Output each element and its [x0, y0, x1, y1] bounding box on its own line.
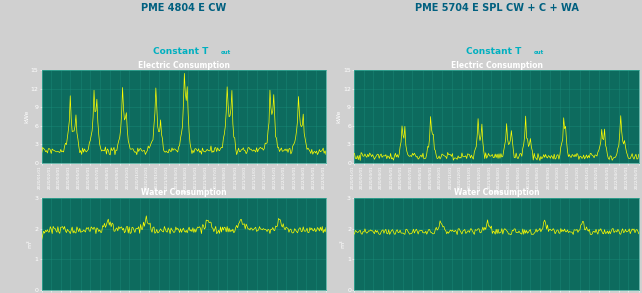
X-axis label: Time: Time: [489, 190, 505, 195]
Y-axis label: kWe: kWe: [337, 110, 342, 123]
X-axis label: Time: Time: [176, 190, 191, 195]
Text: PME 4804 E CW: PME 4804 E CW: [141, 3, 227, 13]
Text: Constant T: Constant T: [153, 47, 209, 56]
Y-axis label: m³: m³: [28, 240, 33, 248]
Title: Water Consumption: Water Consumption: [141, 188, 227, 197]
Title: Electric Consumption: Electric Consumption: [451, 61, 542, 69]
Text: out: out: [534, 50, 544, 55]
Text: out: out: [221, 50, 231, 55]
Title: Electric Consumption: Electric Consumption: [138, 61, 230, 69]
Y-axis label: m³: m³: [341, 240, 345, 248]
Text: PME 5704 E SPL CW + C + WA: PME 5704 E SPL CW + C + WA: [415, 3, 578, 13]
Text: Constant T: Constant T: [465, 47, 521, 56]
Y-axis label: kWe: kWe: [24, 110, 29, 123]
Title: Water Consumption: Water Consumption: [454, 188, 539, 197]
